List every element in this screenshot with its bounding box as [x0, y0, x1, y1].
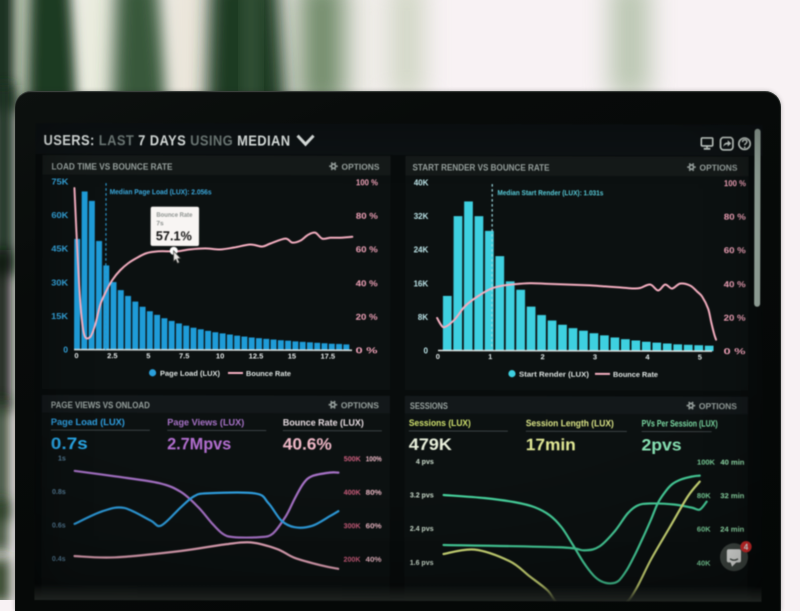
- svg-text:Median Page Load (LUX): 2.056s: Median Page Load (LUX): 2.056s: [110, 187, 212, 196]
- svg-text:24 min: 24 min: [720, 525, 744, 534]
- svg-text:Bounce Rate: Bounce Rate: [156, 212, 192, 219]
- svg-text:17min: 17min: [526, 435, 576, 454]
- svg-text:45K: 45K: [51, 244, 69, 254]
- svg-text:32K: 32K: [414, 212, 429, 221]
- svg-text:Bounce Rate: Bounce Rate: [246, 369, 291, 378]
- svg-text:2.4 pvs: 2.4 pvs: [410, 526, 434, 533]
- svg-text:3: 3: [593, 352, 597, 361]
- svg-text:OPTIONS: OPTIONS: [699, 401, 737, 411]
- svg-text:500K: 500K: [344, 454, 362, 463]
- svg-text:2.7Mpvs: 2.7Mpvs: [167, 434, 231, 453]
- svg-text:4: 4: [744, 543, 749, 552]
- svg-text:Session Length (LUX): Session Length (LUX): [526, 418, 614, 429]
- svg-text:Bounce Rate (LUX): Bounce Rate (LUX): [283, 418, 364, 429]
- svg-text:4 pvs: 4 pvs: [416, 459, 434, 466]
- svg-text:0.6s: 0.6s: [52, 523, 66, 530]
- svg-text:40K: 40K: [697, 558, 711, 567]
- svg-text:100K: 100K: [697, 457, 716, 466]
- svg-text:Page Views (LUX): Page Views (LUX): [167, 417, 244, 428]
- svg-text:2.5: 2.5: [107, 351, 117, 360]
- svg-text:100 %: 100 %: [356, 178, 378, 187]
- svg-text:OPTIONS: OPTIONS: [341, 400, 379, 410]
- svg-text:60 %: 60 %: [724, 246, 746, 255]
- svg-text:20 %: 20 %: [356, 313, 378, 322]
- svg-text:17.5: 17.5: [320, 352, 335, 361]
- svg-text:1s: 1s: [58, 456, 66, 463]
- svg-text:OPTIONS: OPTIONS: [341, 162, 379, 172]
- svg-text:0: 0: [74, 351, 78, 360]
- svg-text:0: 0: [436, 352, 440, 361]
- svg-text:Page Load (LUX): Page Load (LUX): [51, 417, 125, 428]
- svg-text:80 %: 80 %: [356, 212, 378, 221]
- svg-text:0.7s: 0.7s: [51, 434, 88, 453]
- svg-text:15: 15: [288, 352, 296, 361]
- svg-text:100%: 100%: [366, 454, 382, 463]
- svg-text:0: 0: [63, 345, 68, 355]
- svg-text:30K: 30K: [51, 277, 69, 287]
- svg-text:60K: 60K: [697, 525, 711, 534]
- svg-text:1.6 pvs: 1.6 pvs: [410, 560, 434, 567]
- svg-text:40 %: 40 %: [724, 280, 746, 289]
- svg-text:60K: 60K: [51, 210, 69, 220]
- svg-text:0.4s: 0.4s: [52, 556, 66, 563]
- svg-text:75K: 75K: [51, 177, 69, 187]
- svg-text:80 %: 80 %: [724, 213, 746, 222]
- svg-text:40%: 40%: [366, 555, 382, 564]
- svg-text:24K: 24K: [414, 246, 429, 255]
- svg-text:16K: 16K: [413, 279, 428, 288]
- svg-text:USERS: LAST 7 DAYS USING MEDIA: USERS: LAST 7 DAYS USING MEDIAN: [44, 133, 291, 150]
- svg-text:5: 5: [146, 351, 150, 360]
- svg-text:0 %: 0 %: [724, 347, 746, 356]
- svg-text:57.1%: 57.1%: [156, 228, 192, 243]
- svg-text:80K: 80K: [697, 491, 711, 500]
- svg-text:Sessions (LUX): Sessions (LUX): [409, 418, 471, 429]
- svg-text:3.2 pvs: 3.2 pvs: [410, 492, 434, 499]
- svg-text:479K: 479K: [409, 435, 453, 454]
- svg-text:0.8s: 0.8s: [52, 489, 66, 496]
- svg-text:400K: 400K: [344, 488, 362, 497]
- svg-text:7s: 7s: [156, 220, 164, 227]
- svg-text:Page Load (LUX): Page Load (LUX): [160, 369, 221, 378]
- svg-text:10: 10: [216, 351, 224, 360]
- svg-text:12.5: 12.5: [249, 352, 264, 361]
- svg-text:0 %: 0 %: [356, 346, 378, 355]
- svg-text:PVs Per Session (LUX): PVs Per Session (LUX): [642, 418, 718, 429]
- svg-text:SESSIONS: SESSIONS: [410, 401, 448, 411]
- svg-text:32 min: 32 min: [720, 491, 744, 500]
- svg-text:20 %: 20 %: [724, 314, 746, 323]
- svg-text:40 %: 40 %: [356, 279, 378, 288]
- svg-text:Bounce Rate: Bounce Rate: [613, 370, 658, 379]
- svg-text:Median Start Render (LUX): 1.0: Median Start Render (LUX): 1.031s: [497, 188, 603, 197]
- svg-text:100 %: 100 %: [724, 179, 746, 188]
- svg-text:8K: 8K: [418, 313, 428, 322]
- svg-text:0: 0: [424, 346, 429, 355]
- svg-text:2pvs: 2pvs: [642, 435, 682, 454]
- svg-text:1: 1: [488, 352, 492, 361]
- svg-text:2: 2: [541, 352, 545, 361]
- svg-text:7.5: 7.5: [179, 351, 189, 360]
- svg-text:LOAD TIME VS BOUNCE RATE: LOAD TIME VS BOUNCE RATE: [51, 162, 172, 172]
- svg-text:300K: 300K: [344, 521, 362, 530]
- svg-text:60 %: 60 %: [356, 245, 378, 254]
- svg-text:200K: 200K: [344, 555, 362, 564]
- svg-text:OPTIONS: OPTIONS: [699, 163, 737, 173]
- svg-text:40 min: 40 min: [720, 457, 744, 466]
- svg-text:40K: 40K: [414, 178, 429, 187]
- svg-text:5: 5: [698, 353, 702, 362]
- svg-text:Start Render (LUX): Start Render (LUX): [519, 370, 590, 379]
- svg-text:80%: 80%: [366, 488, 382, 497]
- svg-text:40.6%: 40.6%: [283, 435, 332, 454]
- svg-text:60%: 60%: [366, 521, 382, 530]
- svg-text:PAGE VIEWS VS ONLOAD: PAGE VIEWS VS ONLOAD: [51, 400, 150, 410]
- svg-text:15K: 15K: [51, 311, 69, 321]
- svg-text:START RENDER VS BOUNCE RATE: START RENDER VS BOUNCE RATE: [412, 162, 549, 172]
